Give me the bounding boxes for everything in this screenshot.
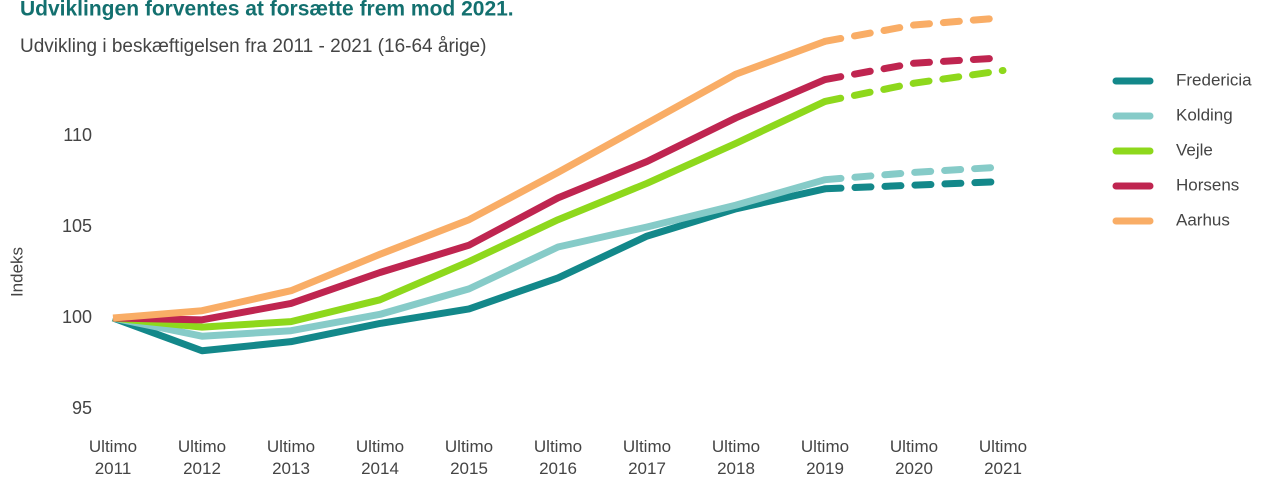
- line-projection: [821, 66, 1007, 105]
- line: [112, 176, 826, 340]
- legend-label: Aarhus: [1176, 210, 1230, 229]
- x-tick-label: Ultimo 2013: [266, 437, 316, 478]
- x-tick-label: Ultimo 2021: [978, 437, 1028, 478]
- chart-title: Udviklingen forventes at forsætte frem m…: [20, 0, 514, 21]
- x-tick-label: Ultimo 2012: [177, 437, 227, 478]
- x-tick-label: Ultimo 2015: [444, 437, 494, 478]
- x-tick-label: Ultimo 2014: [355, 437, 405, 478]
- x-tick-label: Ultimo 2018: [711, 437, 761, 478]
- line: [112, 76, 827, 324]
- line-projection: [821, 54, 1007, 84]
- line-projection: [821, 14, 1007, 45]
- line: [112, 98, 827, 331]
- y-tick-label: 110: [63, 125, 92, 145]
- x-tick-label: Ultimo 2017: [622, 437, 672, 478]
- line: [112, 38, 827, 322]
- y-tick-label: 95: [72, 398, 92, 418]
- x-tick-label: Ultimo 2020: [889, 437, 939, 478]
- legend-label: Horsens: [1176, 175, 1239, 194]
- legend-label: Vejle: [1176, 140, 1213, 159]
- y-tick-label: 105: [62, 216, 92, 236]
- legend-label: Kolding: [1176, 105, 1233, 124]
- chart-subtitle: Udvikling i beskæftigelsen fra 2011 - 20…: [20, 36, 486, 57]
- y-axis-label: Indeks: [7, 247, 26, 297]
- y-tick-label: 100: [62, 307, 92, 327]
- legend-label: Fredericia: [1176, 70, 1252, 89]
- line-projection: [821, 178, 1007, 193]
- x-tick-label: Ultimo 2019: [800, 437, 850, 478]
- x-tick-label: Ultimo 2011: [88, 437, 138, 478]
- line: [111, 185, 826, 355]
- x-tick-label: Ultimo 2016: [533, 437, 583, 478]
- line-projection: [821, 163, 1007, 184]
